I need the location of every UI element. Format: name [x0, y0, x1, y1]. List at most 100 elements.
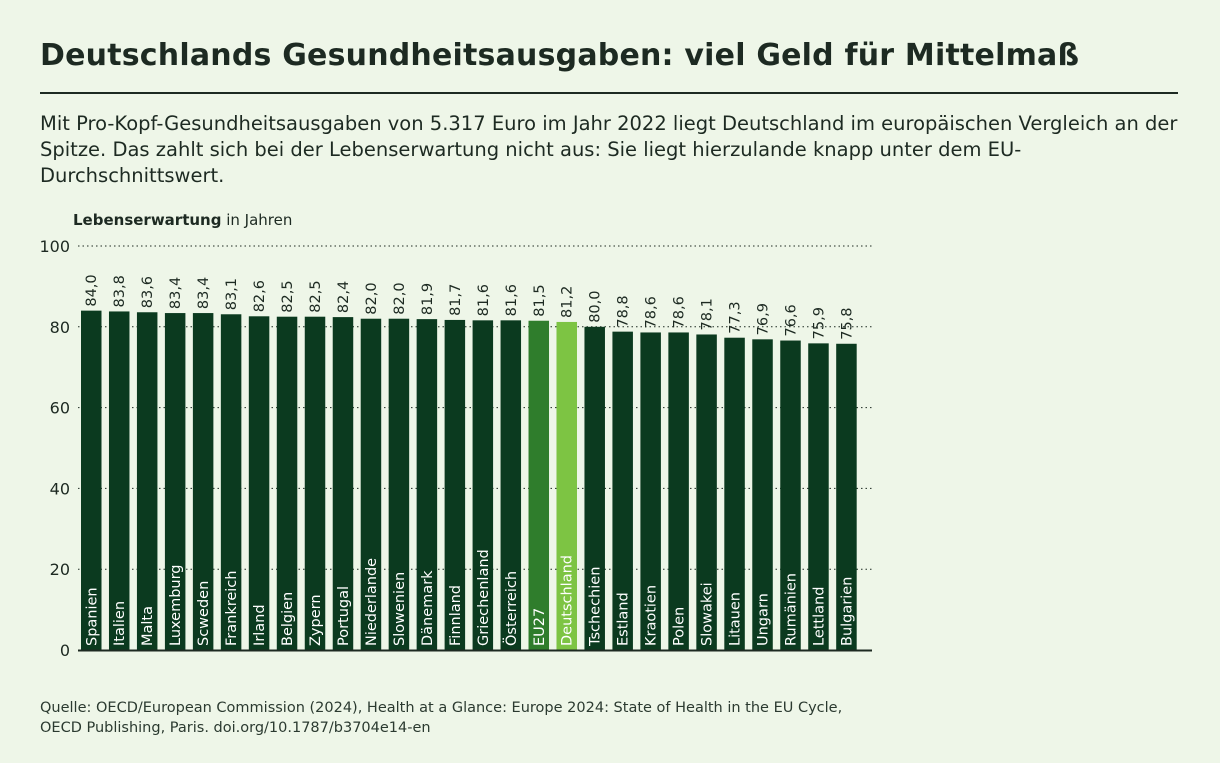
value-label: 75,9 [811, 307, 827, 339]
bar-portugal [332, 317, 354, 650]
bar-österreich [500, 320, 522, 650]
y-axis-label-bold: Lebenserwartung [73, 211, 222, 229]
value-label: 76,9 [756, 303, 772, 335]
category-label: Spanien [84, 587, 100, 646]
category-label: Litauen [728, 592, 744, 646]
bar-ungarn [752, 339, 773, 650]
y-axis-ticks: 0 20 40 60 80 100 [39, 237, 70, 660]
y-tick-label: 60 [50, 399, 70, 418]
bar-slowenien [388, 318, 410, 650]
bar-finnland [444, 319, 466, 650]
bar-italien [108, 311, 130, 650]
y-tick-label: 40 [50, 479, 70, 498]
title-divider [40, 92, 1178, 94]
category-label: Belgien [280, 592, 296, 646]
value-label: 81,7 [448, 284, 464, 316]
y-tick-label: 20 [50, 560, 70, 579]
value-label: 83,6 [140, 276, 156, 308]
bar-zypern [304, 316, 326, 650]
bar-eu27 [528, 320, 550, 650]
bar-deutschland [556, 321, 577, 650]
bar-belgien [276, 316, 298, 650]
source-line-1: Quelle: OECD/European Commission (2024),… [40, 700, 843, 716]
value-labels: 84,0 83,8 83,6 83,4 83,4 83,1 82,6 82,5 82,5 82,4… [84, 274, 855, 339]
bars [81, 310, 857, 650]
bar-slowakei [696, 334, 717, 650]
value-label: 81,9 [420, 283, 436, 315]
category-label: Slowenien [392, 572, 408, 646]
category-label: Finnland [448, 585, 464, 646]
bar-luxemburg [164, 313, 186, 650]
bar-malta [136, 312, 158, 650]
category-label: Italien [112, 601, 128, 646]
category-label: Malta [140, 606, 156, 646]
category-label: EU27 [532, 608, 548, 646]
category-label: Polen [672, 607, 688, 646]
bar-lettland [808, 343, 829, 650]
value-label: 82,6 [252, 280, 268, 312]
value-label: 78,6 [672, 296, 688, 328]
value-label: 83,4 [196, 277, 212, 309]
category-label: Dänemark [420, 570, 436, 646]
value-label: 81,2 [560, 286, 576, 318]
bar-rumänien [780, 340, 801, 650]
value-label: 82,0 [364, 282, 380, 314]
y-axis-label: Lebenserwartung in Jahren [73, 211, 292, 229]
value-label: 83,8 [112, 275, 128, 307]
category-label: Bulgarien [839, 577, 855, 646]
value-label: 78,6 [644, 296, 660, 328]
category-label: Slowakei [700, 582, 716, 646]
value-label: 77,3 [728, 301, 744, 333]
bar-tschechien [584, 326, 605, 650]
value-label: 83,1 [224, 278, 240, 310]
category-label: Lettland [811, 587, 827, 646]
bar-frankreich [220, 314, 242, 650]
value-label: 78,8 [616, 295, 632, 327]
value-label: 75,8 [839, 307, 855, 339]
value-label: 81,6 [504, 284, 520, 316]
category-label: Niederlande [364, 558, 380, 646]
category-label: Scweden [196, 581, 212, 646]
bar-bulgarien [836, 343, 857, 650]
chart-title: Deutschlands Gesundheitsausgaben: viel G… [40, 38, 1080, 73]
category-label: Luxemburg [168, 565, 184, 647]
value-label: 76,6 [784, 304, 800, 336]
category-label: Österreich [502, 571, 520, 646]
bar-niederlande [360, 318, 382, 650]
chart-subtitle: Mit Pro-Kopf-Gesundheitsausgaben von 5.3… [40, 112, 1178, 187]
value-label: 83,4 [168, 277, 184, 309]
value-label: 82,5 [308, 280, 324, 312]
value-label: 78,1 [700, 298, 716, 330]
category-label: Griechenland [476, 549, 492, 646]
bar-scweden [192, 313, 214, 650]
category-label: Ungarn [756, 593, 772, 646]
bar-griechenland [472, 320, 494, 650]
category-label: Tschechien [588, 567, 604, 647]
category-label: Deutschland [560, 555, 576, 646]
value-label: 80,0 [588, 291, 604, 323]
category-label: Frankreich [224, 571, 240, 646]
y-tick-label: 0 [60, 641, 70, 660]
value-label: 82,5 [280, 280, 296, 312]
category-label: Rumänien [784, 573, 800, 646]
category-label: Irland [252, 604, 268, 646]
bar-dänemark [416, 319, 438, 650]
category-label: Estland [616, 592, 632, 646]
category-label: Zypern [308, 594, 324, 646]
value-label: 81,6 [476, 284, 492, 316]
y-tick-label: 100 [39, 237, 70, 256]
category-label: Kraotien [644, 585, 660, 646]
source-line-2: OECD Publishing, Paris. doi.org/10.1787/… [40, 720, 431, 736]
category-labels: Spanien Italien Malta Luxemburg Scweden Frank… [84, 549, 855, 647]
y-tick-label: 80 [50, 318, 70, 337]
value-label: 84,0 [84, 274, 100, 306]
y-axis-label-rest: in Jahren [221, 211, 293, 229]
bar-spanien [81, 310, 102, 650]
bar-irland [248, 316, 270, 650]
source-note: Quelle: OECD/European Commission (2024),… [40, 698, 1140, 738]
value-label: 81,5 [532, 284, 548, 316]
bar-kraotien [640, 332, 661, 650]
value-label: 82,0 [392, 282, 408, 314]
category-label: Portugal [336, 586, 352, 646]
